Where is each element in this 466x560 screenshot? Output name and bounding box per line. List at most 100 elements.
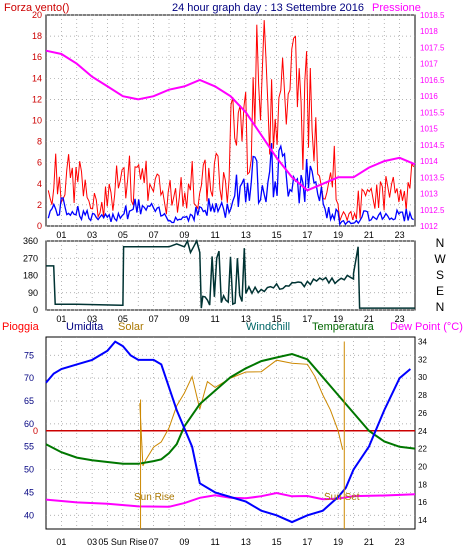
rain-zero-line: 0 [33,426,415,436]
wind-average-series [47,143,414,227]
hour-tick-label: 07 [149,537,159,547]
hour-tick-label: 09 [179,314,189,324]
wind-average-line [47,143,414,227]
direction-panel-hour-ticks: 01 03 05 07 09 11 13 15 17 19 21 23 [56,314,404,324]
pressure-tick-label: 1013.5 [420,173,445,182]
direction-tick-label: 90 [28,288,38,298]
pressure-line [45,49,416,192]
pressure-tick-label: 1014.5 [420,141,445,150]
wind-gust-line [47,20,415,223]
humidity-tick-label: 45 [24,487,34,497]
humidity-tick-label: 75 [24,350,34,360]
pressure-tick-label: 1016 [420,92,438,101]
humidity-tick-label: 50 [24,465,34,475]
hour-tick-label: 03 [87,314,97,324]
hour-tick-label: 07 [149,314,159,324]
compass-label: N [436,300,445,314]
humidity-tick-label: 65 [24,396,34,406]
pressure-tick-label: 1015 [420,125,438,134]
rain-label: Pioggia [2,321,40,333]
hour-tick-label: 03 [87,230,97,240]
wind-tick-label: 16 [32,52,42,62]
direction-axis-ticks: 0 90 180 270 360 [23,236,38,315]
hour-tick-label: 13 [241,314,251,324]
hour-tick-label: 03 [87,537,97,547]
wind-tick-label: 14 [32,73,42,83]
hour-tick-label: 13 [241,230,251,240]
pressure-tick-label: 1018 [420,27,438,36]
wind-axis-ticks: 0 2 4 6 8 10 12 14 16 18 20 [32,10,42,231]
temperature-tick-label: 34 [418,337,427,346]
wind-tick-label: 12 [32,94,42,104]
hour-tick-label: 11 [210,314,219,324]
direction-tick-label: 360 [23,236,38,246]
pressure-axis-ticks: 1012 1012.5 1013 1013.5 1014 1014.5 1015 1015.5… [420,11,445,231]
dew-point-line [45,491,416,508]
temperature-tick-label: 22 [418,445,427,454]
hour-tick-label: 05 Sun Rise [98,537,147,547]
hour-tick-label: 19 [333,314,343,324]
pressure-tick-label: 1017 [420,60,438,69]
pressure-tick-label: 1015.5 [420,108,445,117]
temperature-tick-label: 18 [418,480,427,489]
temperature-axis-ticks: 14 16 18 20 22 24 26 28 30 32 34 [418,337,427,525]
wind-panel-hour-ticks: 01 03 05 07 09 11 13 15 17 19 21 23 [56,230,404,240]
temperature-tick-label: 24 [418,427,427,436]
hour-tick-label: 05 [118,230,128,240]
hour-tick-label: 17 [302,537,312,547]
sun-rise-label: Sun Rise [134,492,175,503]
solar-series [139,359,344,467]
temperature-panel-hour-ticks: 01 03 05 Sun Rise 07 09 11 13 15 17 19 21 23 [56,537,404,547]
wind-tick-label: 10 [32,116,42,126]
sun-markers: Sun Rise Sun Set [134,341,360,529]
compass-label: E [436,284,444,298]
pressure-series [45,49,416,192]
hour-tick-label: 17 [302,314,312,324]
pressure-tick-label: 1014 [420,157,438,166]
hour-tick-label: 01 [56,537,66,547]
wind-tick-label: 6 [37,158,42,168]
pressure-tick-label: 1013 [420,190,438,199]
temperature-tick-label: 26 [418,409,427,418]
direction-tick-label: 270 [23,253,38,263]
humidity-tick-label: 60 [24,419,34,429]
wind-tick-label: 20 [32,10,42,20]
temperature-line [45,352,416,465]
temperature-series [45,352,416,465]
temperature-tick-label: 28 [418,391,427,400]
temperature-tick-label: 14 [418,516,427,525]
humidity-axis-ticks: 40 45 50 55 60 65 70 75 [24,350,34,520]
hour-tick-label: 09 [179,230,189,240]
windchill-label: Windchill [246,321,290,333]
hour-tick-label: 23 [395,314,405,324]
hour-tick-label: 11 [210,537,219,547]
humidity-label: Umidita [66,321,104,333]
temperature-tick-label: 30 [418,373,427,382]
pressure-tick-label: 1017.5 [420,43,445,52]
wind-gust-series [47,20,415,223]
direction-tick-label: 0 [33,305,38,315]
rain-zero-label: 0 [33,426,38,436]
hour-tick-label: 01 [56,230,66,240]
temperature-tick-label: 20 [418,462,427,471]
hour-tick-label: 15 [272,230,282,240]
graph-title: 24 hour graph day : 13 Settembre 2016 [172,2,364,14]
hour-tick-label: 15 [272,537,282,547]
hour-tick-label: 23 [395,537,405,547]
hour-tick-label: 13 [241,537,251,547]
pressure-tick-label: 1018.5 [420,11,445,20]
direction-series [46,238,415,309]
dew-point-series [45,491,416,508]
temperature-tick-label: 32 [418,355,427,364]
temperature-label: Temperatura [312,321,375,333]
compass-label: W [434,252,446,266]
solar-line [139,359,344,467]
hour-tick-label: 21 [364,230,374,240]
pressure-tick-label: 1012.5 [420,206,445,215]
wind-tick-label: 8 [37,137,42,147]
dew-point-label: Dew Point (°C) [390,321,463,333]
pressure-tick-label: 1016.5 [420,76,445,85]
